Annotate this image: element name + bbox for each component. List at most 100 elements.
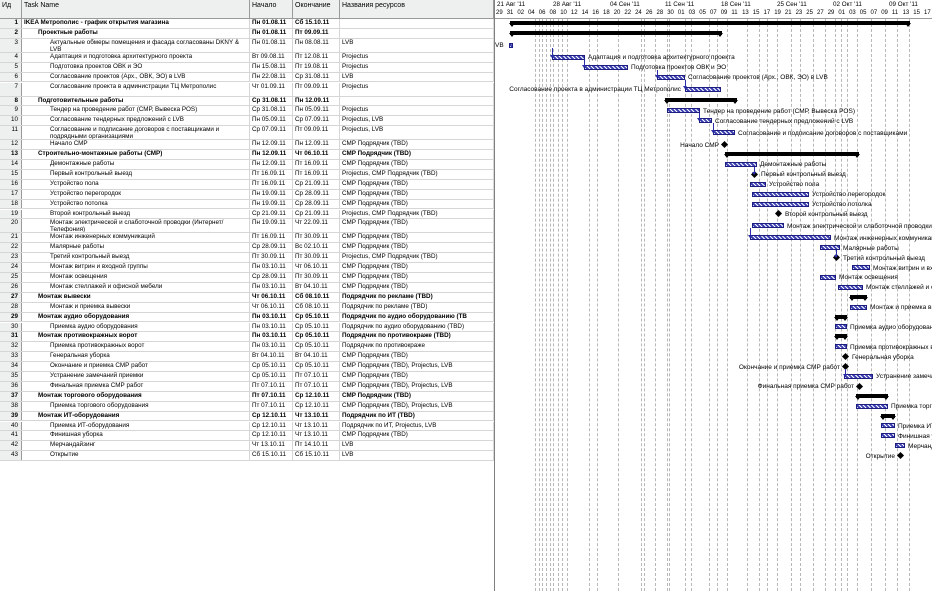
task-bar[interactable] [895, 443, 905, 449]
task-resources[interactable]: Подрядчик по противокраже [340, 342, 494, 352]
summary-bar[interactable] [849, 294, 868, 301]
task-finish[interactable]: Пн 12.09.11 [293, 96, 340, 106]
task-resources[interactable]: Подрядчик по ИТ, Projectus, LVB [340, 421, 494, 431]
task-resources[interactable]: Подрядчик по ИТ (TBD) [340, 411, 494, 421]
summary-bar[interactable] [834, 334, 848, 341]
task-start[interactable]: Вт 09.08.11 [250, 52, 293, 62]
task-bar[interactable] [850, 304, 867, 310]
table-row[interactable]: 20 Монтаж электрической и слаботочной про… [0, 219, 494, 234]
task-bar[interactable] [584, 64, 628, 70]
task-name[interactable]: Устранение замечаний приемки [22, 372, 250, 381]
task-start[interactable]: Ср 12.10.11 [250, 411, 293, 421]
table-row[interactable]: 27 Монтаж вывески Чт 06.10.11 Сб 08.10.11 По… [0, 292, 494, 303]
task-bar[interactable] [713, 130, 735, 136]
table-row[interactable]: 40 Приемка ИТ-оборудования Ср 12.10.11 Чт 1… [0, 421, 494, 432]
task-finish[interactable]: Чт 22.09.11 [293, 219, 340, 233]
task-finish[interactable]: Пт 19.08.11 [293, 62, 340, 72]
task-finish[interactable]: Вт 04.10.11 [293, 352, 340, 362]
task-start[interactable]: Пн 03.10.11 [250, 263, 293, 272]
task-start[interactable]: Пн 01.08.11 [250, 28, 293, 38]
task-resources[interactable]: Projectus, СМР Подрядчик (TBD) [340, 253, 494, 263]
task-finish[interactable]: Чт 06.10.11 [293, 150, 340, 159]
table-row[interactable]: 24 Монтаж витрин и входной группы Пн 03.10… [0, 263, 494, 273]
task-name[interactable]: Начало СМР [22, 140, 250, 150]
table-row[interactable]: 31 Монтаж противокражных ворот Пн 03.10.11… [0, 332, 494, 343]
task-finish[interactable]: Сб 15.10.11 [293, 451, 340, 461]
task-resources[interactable] [340, 28, 494, 38]
task-name[interactable]: Монтаж противокражных ворот [22, 332, 250, 342]
task-finish[interactable]: Ср 05.10.11 [293, 362, 340, 371]
summary-bar[interactable] [880, 413, 896, 420]
task-finish[interactable]: Сб 15.10.11 [293, 19, 340, 28]
summary-bar[interactable] [664, 98, 738, 105]
column-header-resources[interactable]: Названия ресурсов [340, 0, 494, 18]
task-name[interactable]: Монтаж аудио оборудования [22, 312, 250, 322]
column-header-start[interactable]: Начало [250, 0, 293, 18]
table-row[interactable]: 38 Приемка торгового оборудования Пт 07.10… [0, 401, 494, 412]
task-resources[interactable]: Projectus [340, 62, 494, 72]
task-bar[interactable] [820, 274, 836, 280]
table-row[interactable]: 5 Подготовка проектов ОВК и ЭО Пн 15.08.11… [0, 62, 494, 73]
task-start[interactable]: Пн 05.09.11 [250, 116, 293, 126]
table-row[interactable]: 1 IKEA Метрополис - график открытия магаз… [0, 19, 494, 29]
summary-bar[interactable] [855, 393, 889, 400]
task-name[interactable]: Монтаж и приемка вывески [22, 302, 250, 312]
summary-bar[interactable] [509, 20, 911, 27]
task-start[interactable]: Ср 12.10.11 [250, 431, 293, 441]
task-start[interactable]: Пт 07.10.11 [250, 381, 293, 391]
task-resources[interactable]: СМР Подрядчик (TBD) [340, 150, 494, 159]
task-start[interactable]: Ср 28.09.11 [250, 243, 293, 253]
task-finish[interactable]: Ср 12.10.11 [293, 391, 340, 401]
task-bar[interactable] [725, 161, 757, 167]
task-name[interactable]: Второй контрольный выезд [22, 209, 250, 219]
table-row[interactable]: 37 Монтаж торгового оборудования Пт 07.10.… [0, 391, 494, 402]
task-start[interactable]: Ср 31.08.11 [250, 96, 293, 106]
task-resources[interactable]: Projectus [340, 106, 494, 116]
task-resources[interactable]: СМР Подрядчик (TBD) [340, 199, 494, 209]
table-row[interactable]: 8 Подготовительные работы Ср 31.08.11 Пн 12… [0, 96, 494, 107]
task-finish[interactable]: Пт 30.09.11 [293, 253, 340, 263]
task-name[interactable]: Проектные работы [22, 28, 250, 38]
task-start[interactable]: Пн 03.10.11 [250, 282, 293, 292]
task-start[interactable]: Пт 07.10.11 [250, 391, 293, 401]
task-resources[interactable]: СМР Подрядчик (TBD) [340, 282, 494, 292]
task-name[interactable]: Приемка торгового оборудования [22, 401, 250, 411]
task-finish[interactable]: Вс 02.10.11 [293, 243, 340, 253]
task-finish[interactable]: Чт 13.10.11 [293, 421, 340, 431]
task-bar[interactable] [509, 42, 513, 48]
task-finish[interactable]: Пт 09.09.11 [293, 28, 340, 38]
task-finish[interactable]: Пн 12.09.11 [293, 140, 340, 150]
task-resources[interactable]: СМР Подрядчик (TBD) [340, 233, 494, 243]
task-resources[interactable]: СМР Подрядчик (TBD) [340, 189, 494, 199]
summary-bar[interactable] [834, 314, 848, 321]
task-resources[interactable]: LVB [340, 451, 494, 461]
task-name[interactable]: Приемка ИТ-оборудования [22, 421, 250, 431]
task-start[interactable]: Пн 03.10.11 [250, 312, 293, 322]
task-start[interactable]: Чт 01.09.11 [250, 82, 293, 96]
task-finish[interactable]: Пт 09.09.11 [293, 82, 340, 96]
task-start[interactable]: Чт 06.10.11 [250, 292, 293, 302]
task-name[interactable]: Малярные работы [22, 243, 250, 253]
task-name[interactable]: Монтаж инженерных коммуникаций [22, 233, 250, 243]
task-name[interactable]: Монтаж ИТ-оборудования [22, 411, 250, 421]
task-name[interactable]: Монтаж торгового оборудования [22, 391, 250, 401]
task-finish[interactable]: Ср 28.09.11 [293, 199, 340, 209]
task-bar[interactable] [835, 344, 847, 350]
task-name[interactable]: Подготовка проектов ОВК и ЭО [22, 62, 250, 72]
task-resources[interactable] [340, 19, 494, 28]
table-row[interactable]: 7 Согласование проекта в администрации ТЦ… [0, 82, 494, 97]
table-row[interactable]: 18 Устройство потолка Пн 19.09.11 Ср 28.09.… [0, 199, 494, 210]
task-name[interactable]: Тендер на проведение работ (СМР, Вывеска… [22, 106, 250, 116]
task-resources[interactable]: Projectus [340, 82, 494, 96]
task-name[interactable]: Монтаж витрин и входной группы [22, 263, 250, 272]
task-name[interactable]: Согласование и подписание договоров с по… [22, 126, 250, 140]
task-resources[interactable]: СМР Подрядчик (TBD), Projectus, LVB [340, 381, 494, 391]
task-finish[interactable]: Ср 05.10.11 [293, 312, 340, 322]
task-start[interactable]: Пн 12.09.11 [250, 140, 293, 150]
table-row[interactable]: 32 Приемка противокражных ворот Пн 03.10.1… [0, 342, 494, 353]
task-finish[interactable]: Ср 21.09.11 [293, 179, 340, 189]
task-start[interactable]: Пн 03.10.11 [250, 322, 293, 332]
column-header-task-name[interactable]: Task Name [22, 0, 250, 18]
task-resources[interactable]: СМР Подрядчик (TBD) [340, 372, 494, 381]
table-row[interactable]: 16 Устройство пола Пт 16.09.11 Ср 21.09.11 С… [0, 179, 494, 190]
